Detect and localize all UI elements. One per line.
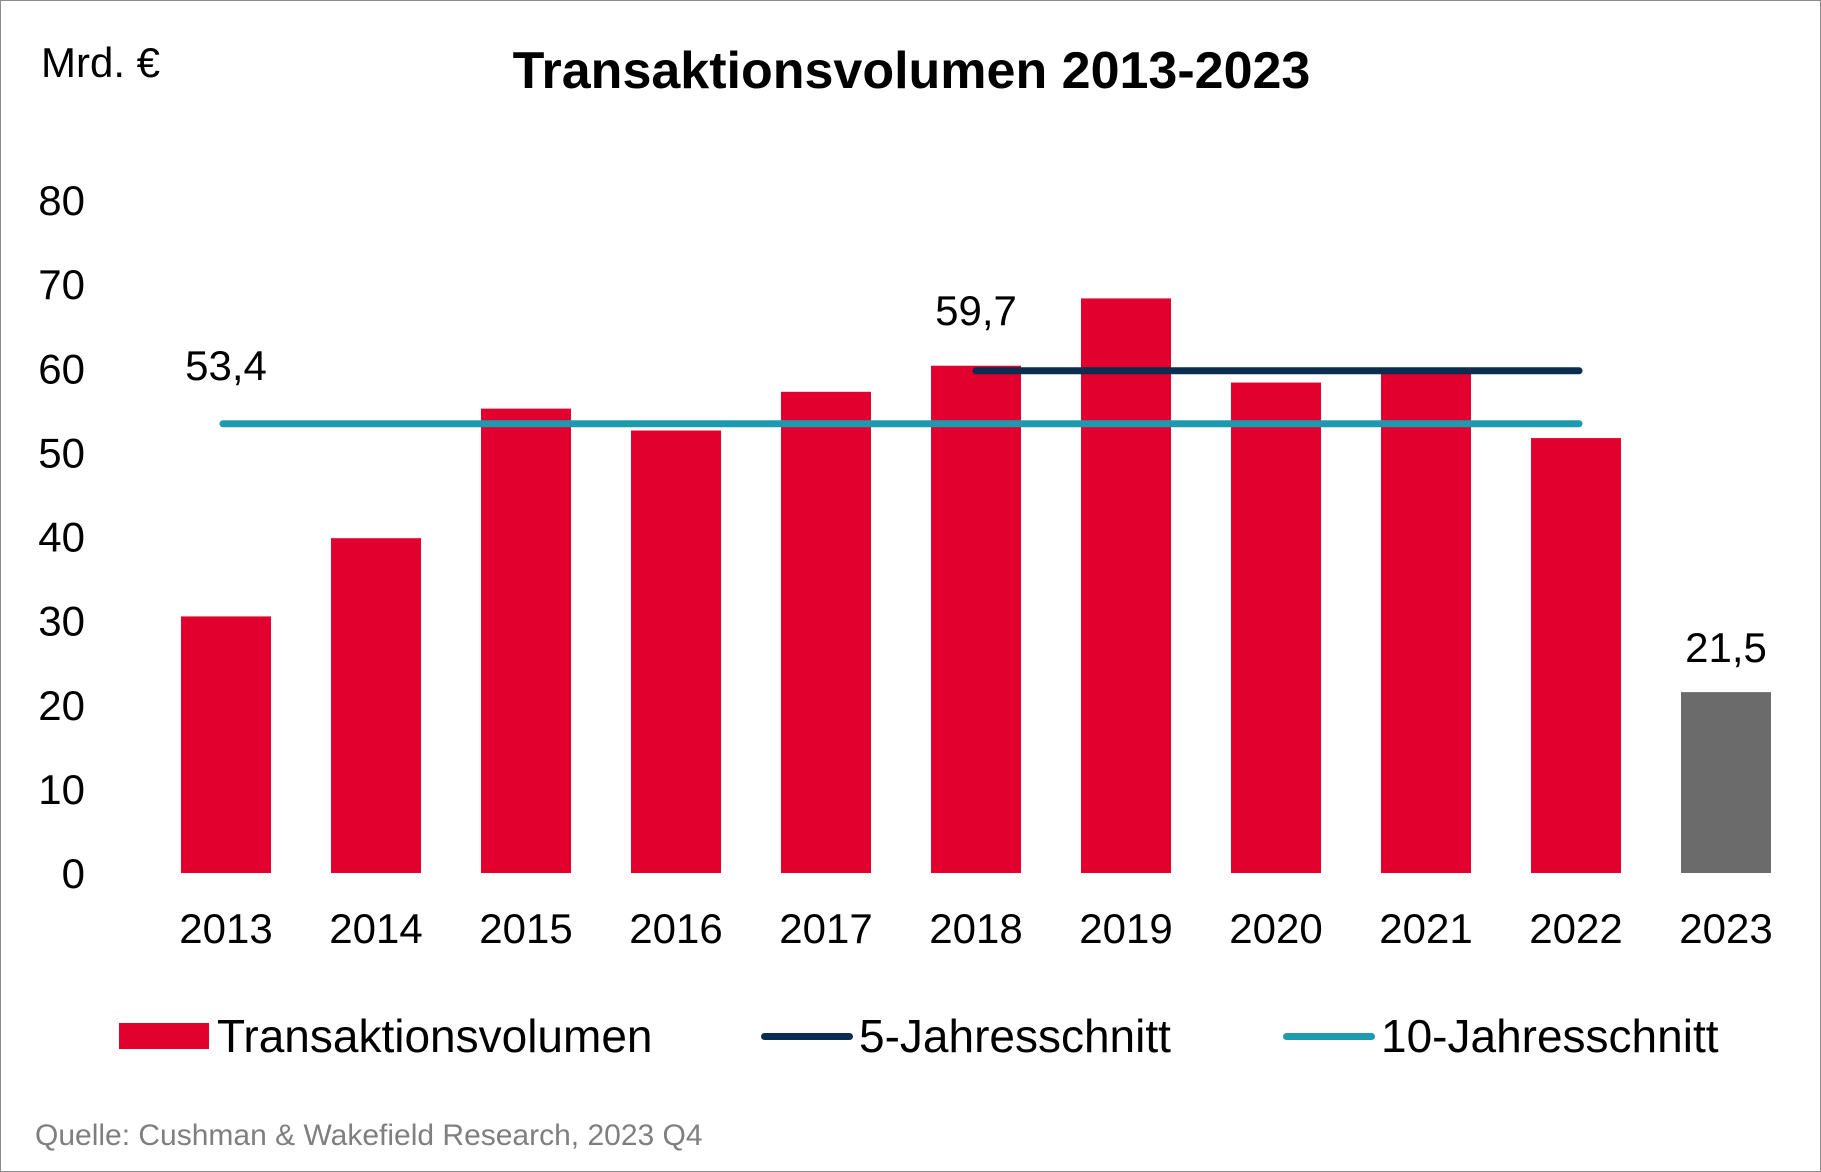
source-note: Quelle: Cushman & Wakefield Research, 20… xyxy=(35,1119,703,1152)
bar-chart: 0 10 20 30 40 50 60 70 80 2013 2014 2015 2016 2017 201… xyxy=(38,177,1772,952)
y-tick-label: 10 xyxy=(38,766,85,813)
bar-2017 xyxy=(781,391,871,873)
y-tick-label: 40 xyxy=(38,514,85,561)
avg10-value-label: 53,4 xyxy=(185,342,267,389)
x-tick-label: 2015 xyxy=(479,905,572,952)
y-tick-label: 0 xyxy=(62,850,85,897)
bar-2016 xyxy=(631,430,721,873)
legend-item-avg5: 5-Jahresschnitt xyxy=(761,1006,1171,1066)
legend-label-avg10: 10-Jahresschnitt xyxy=(1381,1010,1719,1062)
legend-swatch-avg5 xyxy=(761,1032,853,1040)
legend-item-avg10: 10-Jahresschnitt xyxy=(1283,1006,1719,1066)
legend-item-volume: Transaktionsvolumen xyxy=(119,1006,653,1066)
bar-2021 xyxy=(1381,371,1471,873)
x-tick-label: 2016 xyxy=(629,905,722,952)
bar-2022 xyxy=(1531,438,1621,873)
x-tick-label: 2022 xyxy=(1529,905,1622,952)
legend-swatch-avg10 xyxy=(1283,1032,1375,1040)
legend-label-avg5: 5-Jahresschnitt xyxy=(859,1010,1171,1062)
bar-2018 xyxy=(931,365,1021,873)
x-tick-label: 2017 xyxy=(779,905,872,952)
bar-2015 xyxy=(481,408,571,873)
x-tick-label: 2018 xyxy=(929,905,1022,952)
legend-label-volume: Transaktionsvolumen xyxy=(217,1010,653,1062)
x-tick-label: 2019 xyxy=(1079,905,1172,952)
x-tick-label: 2023 xyxy=(1679,905,1772,952)
y-tick-label: 50 xyxy=(38,429,85,476)
bar-2020 xyxy=(1231,382,1321,873)
bar-2013 xyxy=(181,616,271,873)
avg5-value-label: 59,7 xyxy=(935,287,1017,334)
x-tick-label: 2020 xyxy=(1229,905,1322,952)
y-tick-label: 70 xyxy=(38,261,85,308)
y-tick-label: 80 xyxy=(38,177,85,224)
y-tick-label: 30 xyxy=(38,598,85,645)
y-tick-label: 60 xyxy=(38,345,85,392)
y-tick-label: 20 xyxy=(38,682,85,729)
bar-2014 xyxy=(331,538,421,873)
data-label-2023: 21,5 xyxy=(1685,624,1767,671)
x-tick-label: 2013 xyxy=(179,905,272,952)
chart-title: Transaktionsvolumen 2013-2023 xyxy=(512,42,1311,100)
unit-label: Mrd. € xyxy=(41,39,161,86)
x-tick-label: 2021 xyxy=(1379,905,1472,952)
bar-2019 xyxy=(1081,298,1171,873)
bar-2023 xyxy=(1681,692,1771,873)
x-tick-label: 2014 xyxy=(329,905,422,952)
legend-swatch-volume xyxy=(119,1023,209,1049)
